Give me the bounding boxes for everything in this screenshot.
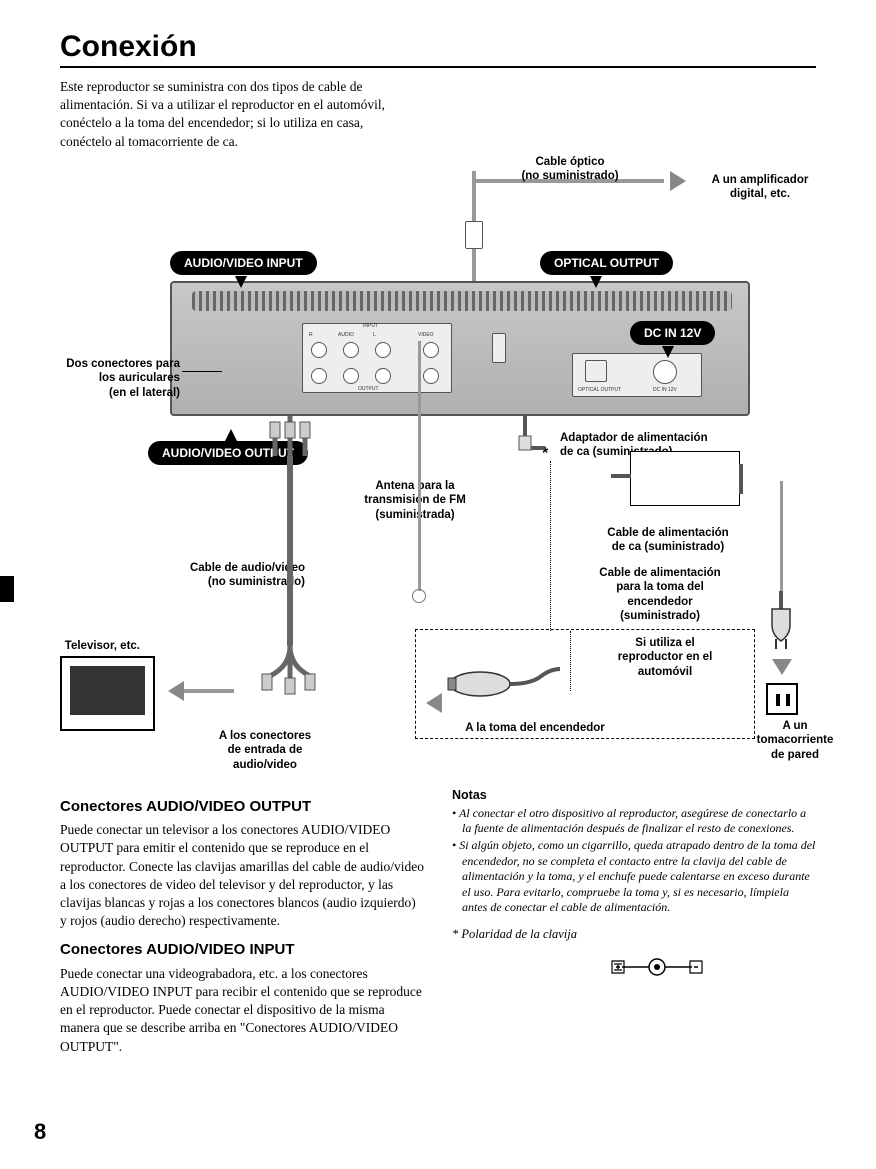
- panel-text-r: R: [309, 332, 313, 338]
- side-tab: [0, 576, 14, 602]
- label-to-wall: A un tomacorriente de pared: [740, 719, 850, 762]
- panel-text-output: OUTPUT: [358, 386, 379, 392]
- ac-plug-graphic: [766, 591, 796, 651]
- note-2: • Si algún objeto, como un cigarrillo, q…: [452, 838, 816, 916]
- text-columns: Conectores AUDIO/VIDEO OUTPUT Puede cone…: [60, 787, 816, 1056]
- label-to-av-in: A los conectores de entrada de audio/vid…: [200, 729, 330, 772]
- panel-text-l: L: [373, 332, 376, 338]
- label-tv: Televisor, etc.: [30, 639, 140, 653]
- polarity-diagram: [592, 947, 722, 987]
- page-number: 8: [34, 1119, 46, 1145]
- arrow-to-wall: [772, 659, 792, 675]
- page-title: Conexión: [60, 30, 816, 68]
- av-input-heading: Conectores AUDIO/VIDEO INPUT: [60, 940, 424, 960]
- connection-diagram: INPUT R AUDIO L VIDEO OUTPUT OPTICAL OUT…: [40, 161, 820, 781]
- label-optical-cable: Cable óptico (no suministrado): [490, 155, 650, 184]
- av-cable-graphic: [240, 416, 340, 726]
- panel-text-optical: OPTICAL OUTPUT: [578, 387, 621, 393]
- pill-av-input: AUDIO/VIDEO INPUT: [170, 251, 317, 275]
- polarity-note: * Polaridad de la clavija: [452, 926, 816, 943]
- car-adapter-graphic: [440, 659, 590, 709]
- dc-plug-graphic: [495, 416, 555, 466]
- right-column: Notas • Al conectar el otro dispositivo …: [452, 787, 816, 1056]
- tv-graphic: [60, 656, 155, 731]
- pill-dc-in: DC IN 12V: [630, 321, 715, 345]
- arrow-to-tv: [168, 681, 184, 701]
- notes-heading: Notas: [452, 787, 816, 804]
- label-headphone-jacks: Dos conectores para los auriculares (en …: [30, 357, 180, 400]
- intro-paragraph: Este reproductor se suministra con dos t…: [60, 78, 400, 151]
- panel-text-audio: AUDIO: [338, 332, 354, 338]
- wall-outlet-graphic: [766, 683, 798, 715]
- label-fm-antenna: Antena para la transmisión de FM (sumini…: [340, 479, 490, 522]
- pill-optical-output: OPTICAL OUTPUT: [540, 251, 673, 275]
- av-output-heading: Conectores AUDIO/VIDEO OUTPUT: [60, 797, 424, 817]
- arrow-to-amp: [670, 171, 686, 191]
- panel-text-dc: DC IN 12V: [653, 387, 677, 393]
- left-column: Conectores AUDIO/VIDEO OUTPUT Puede cone…: [60, 787, 424, 1056]
- note-1: • Al conectar el otro dispositivo al rep…: [452, 806, 816, 837]
- label-car-cord: Cable de alimentación para la toma del e…: [570, 566, 750, 624]
- av-output-body: Puede conectar un televisor a los conect…: [60, 821, 424, 930]
- label-ac-cord: Cable de alimentación de ca (suministrad…: [578, 526, 758, 555]
- ac-adapter-graphic: [630, 451, 740, 506]
- panel-text-input: INPUT: [363, 323, 378, 329]
- label-to-amp: A un amplificador digital, etc.: [690, 173, 830, 202]
- arrow-to-lighter: [426, 693, 442, 713]
- av-input-body: Puede conectar una videograbadora, etc. …: [60, 965, 424, 1056]
- panel-text-video: VIDEO: [418, 332, 434, 338]
